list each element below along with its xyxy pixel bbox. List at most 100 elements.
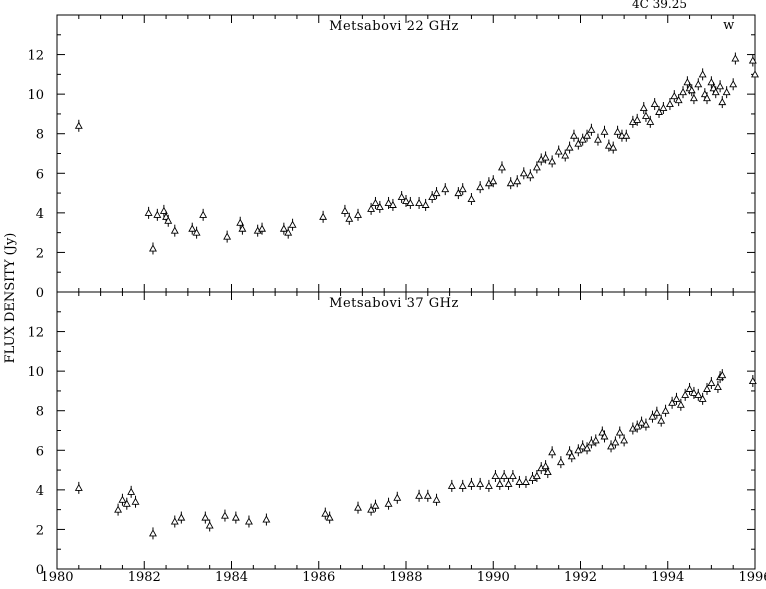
data-point <box>170 226 179 234</box>
data-point <box>561 151 570 159</box>
data-point <box>609 143 618 151</box>
data-point <box>223 232 232 240</box>
data-point <box>153 210 162 218</box>
source-name: 4C 39.25 <box>632 0 687 11</box>
data-point <box>367 505 376 513</box>
data-point <box>345 214 354 222</box>
data-point <box>467 194 476 203</box>
data-point <box>722 88 731 96</box>
data-point <box>569 131 578 139</box>
y-tick-label: 8 <box>36 128 44 143</box>
y-tick-label: 6 <box>36 444 44 459</box>
data-point <box>384 499 393 507</box>
data-point <box>674 95 683 104</box>
data-point <box>371 501 380 509</box>
data-point <box>652 408 661 416</box>
data-point <box>607 442 616 450</box>
data-point <box>711 88 720 96</box>
data-point <box>421 200 430 208</box>
data-point <box>127 487 136 495</box>
x-tick-label: 1986 <box>302 570 335 585</box>
data-point <box>367 204 376 212</box>
data-point <box>543 467 552 476</box>
data-point <box>681 390 690 398</box>
data-point <box>707 78 716 86</box>
data-point <box>668 398 677 406</box>
data-point <box>340 206 349 214</box>
y-tick-label: 12 <box>27 49 44 64</box>
data-point <box>657 416 666 424</box>
x-tick-label: 1982 <box>128 570 161 585</box>
data-point <box>707 378 716 387</box>
data-point <box>288 220 297 228</box>
data-point <box>321 509 330 517</box>
data-point <box>587 125 596 133</box>
data-point <box>548 448 557 456</box>
data-point <box>633 422 642 430</box>
data-point <box>506 179 515 187</box>
data-point <box>574 139 583 147</box>
data-point <box>199 210 208 218</box>
data-point <box>748 56 757 64</box>
data-point <box>447 481 456 489</box>
data-point <box>458 184 467 193</box>
data-point <box>687 86 696 94</box>
data-point <box>476 183 485 191</box>
data-point <box>467 479 476 487</box>
data-point <box>718 370 727 379</box>
x-tick-label: 1988 <box>389 570 422 585</box>
y-tick-label: 10 <box>27 88 44 103</box>
data-point <box>500 471 509 480</box>
data-point <box>118 495 127 503</box>
data-point <box>679 88 687 96</box>
data-point <box>648 412 657 420</box>
data-point <box>748 376 757 385</box>
data-points <box>74 369 757 540</box>
y-axis-label: FLUX DENSITY (Jy) <box>3 233 18 364</box>
data-point <box>484 481 493 489</box>
data-point <box>231 513 240 521</box>
data-point <box>388 200 397 208</box>
data-point <box>402 196 410 204</box>
data-point <box>685 384 694 392</box>
data-point <box>604 141 613 149</box>
x-tick-label: 1980 <box>40 570 73 585</box>
data-point <box>325 513 334 521</box>
data-point <box>262 515 271 523</box>
data-point <box>114 505 123 513</box>
data-point <box>244 517 253 525</box>
data-point <box>716 82 725 90</box>
y-tick-label: 2 <box>36 523 44 538</box>
data-point <box>192 228 201 236</box>
data-point <box>164 216 173 224</box>
data-point <box>646 117 655 125</box>
data-point <box>371 198 380 206</box>
data-point <box>650 99 659 108</box>
data-point <box>428 192 437 201</box>
data-point <box>515 477 524 485</box>
data-point <box>508 471 517 480</box>
data-point <box>556 458 565 466</box>
panel-annotation: w <box>723 18 735 33</box>
data-point <box>641 420 650 428</box>
data-point <box>384 198 393 206</box>
data-point <box>718 97 727 106</box>
data-point <box>567 452 576 460</box>
data-point <box>541 461 550 470</box>
x-tick-label: 1992 <box>564 570 597 585</box>
data-point <box>611 438 620 446</box>
data-point <box>600 127 609 135</box>
data-point <box>689 93 698 102</box>
data-point <box>698 394 707 402</box>
data-point <box>279 224 288 232</box>
data-point <box>574 446 583 454</box>
data-point <box>703 93 711 102</box>
panel-title: Metsabovi 37 GHz <box>329 296 459 311</box>
data-point <box>641 111 650 119</box>
data-point <box>670 91 679 100</box>
y-tick-label: 4 <box>36 484 44 499</box>
data-point <box>258 224 267 232</box>
data-point <box>583 131 592 139</box>
panel-title: Metsabovi 22 GHz <box>329 19 459 34</box>
data-point <box>74 121 83 129</box>
